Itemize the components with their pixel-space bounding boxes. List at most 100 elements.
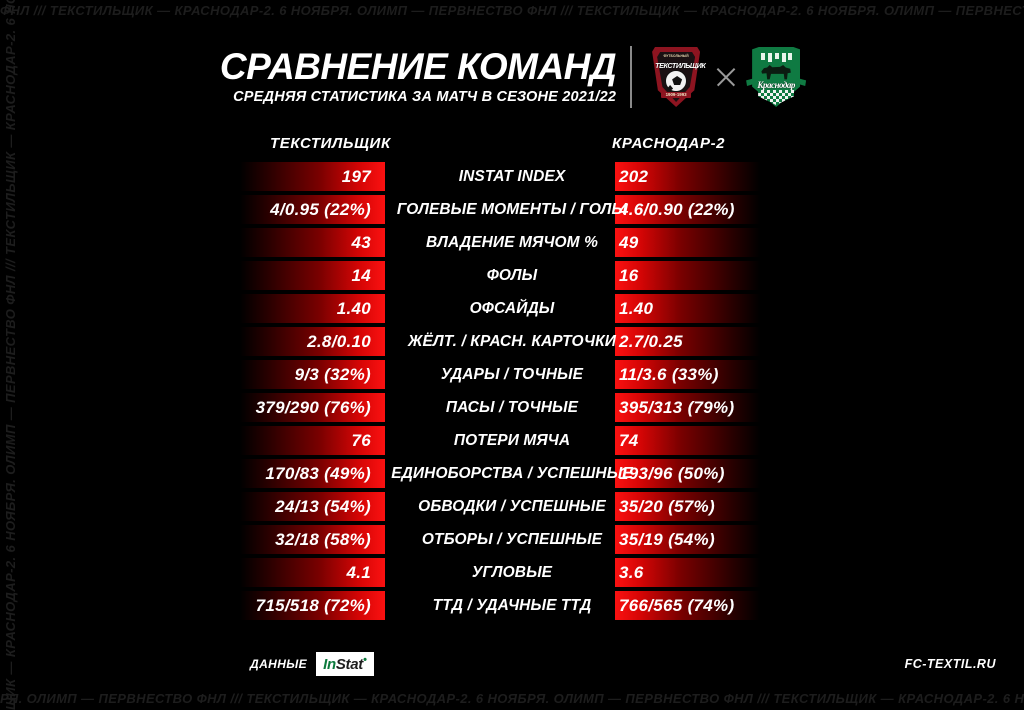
crest-group: ФУТБОЛЬНЫЙ КЛУБ ТЕКСТИЛЬЩИК 1909-1993: [648, 44, 807, 110]
away-stat-bar: [615, 525, 760, 554]
home-stat-bar: [240, 558, 385, 587]
away-stat-bar: [615, 492, 760, 521]
away-stat-value: 35/20 (57%): [619, 497, 715, 516]
stat-label: ВЛАДЕНИЕ МЯЧОМ %: [426, 234, 598, 251]
home-stat-value: 32/18 (58%): [275, 530, 371, 549]
stat-label: УГЛОВЫЕ: [471, 564, 553, 581]
home-stat-bar: [240, 459, 385, 488]
home-crest-icon: ФУТБОЛЬНЫЙ КЛУБ ТЕКСТИЛЬЩИК 1909-1993: [648, 44, 706, 110]
home-stat-value: 24/13 (54%): [275, 497, 371, 516]
home-stat-value: 4/0.95 (22%): [270, 200, 371, 219]
home-crest-arc-text: ФУТБОЛЬНЫЙ КЛУБ: [663, 54, 689, 58]
home-stat-value: 76: [351, 431, 371, 450]
away-stat-value: 35/19 (54%): [619, 530, 715, 549]
versus-x-icon: [713, 64, 739, 90]
instat-logo-stat: Stat: [335, 655, 363, 673]
away-crest-checker: [758, 90, 795, 105]
tower-1: [761, 53, 766, 60]
ticker-left: ЩИК — КРАСНОДАР-2. 6 НОЯБРЯ. ОЛИМП — ПЕР…: [0, 0, 22, 710]
away-stat-bar: [615, 228, 760, 257]
tower-2: [768, 53, 773, 62]
data-source: ДАННЫЕ InStat•: [250, 651, 374, 677]
ticker-bottom: РЯ. ОЛИМП — ПЕРВНЕСТВО ФНЛ /// ТЕКСТИЛЬЩ…: [0, 688, 1024, 710]
away-stat-bar: [615, 195, 760, 224]
away-crest-name: Краснодар: [757, 80, 795, 90]
ticker-top: ФНЛ /// ТЕКСТИЛЬЩИК — КРАСНОДАР-2. 6 НОЯ…: [0, 0, 1024, 22]
home-stat-value: 379/290 (76%): [255, 398, 371, 417]
tower-4: [782, 53, 787, 62]
infographic-stage: СРАВНЕНИЕ КОМАНД СРЕДНЯЯ СТАТИСТИКА ЗА М…: [22, 22, 1002, 688]
home-crest-year: 1909-1993: [665, 92, 687, 97]
away-stat-value: 74: [619, 431, 639, 450]
home-stat-value: 9/3 (32%): [294, 365, 371, 384]
title-divider: [630, 46, 633, 108]
home-stat-value: 43: [351, 233, 371, 252]
away-stat-value: 202: [619, 167, 649, 186]
stat-label: ОТБОРЫ / УСПЕШНЫЕ: [421, 531, 603, 548]
home-stat-value: 197: [341, 167, 371, 186]
away-stat-bar: [615, 261, 760, 290]
instat-logo-dot: •: [362, 653, 367, 666]
home-stat-bar: [240, 195, 385, 224]
home-stat-value: 1.40: [336, 299, 371, 318]
table-row: 1.40 ОФСАЙДЫ 1.40: [22, 294, 1002, 323]
away-stat-bar: [615, 360, 760, 389]
away-stat-bar: [615, 327, 760, 356]
site-url: FC-TEXTIL.RU: [904, 657, 996, 671]
home-stat-value: 170/83 (49%): [265, 464, 371, 483]
home-stat-bar: [240, 492, 385, 521]
stat-label: ЕДИНОБОРСТВА / УСПЕШНЫЕ: [391, 465, 633, 482]
stat-label: ФОЛЫ: [486, 267, 538, 284]
home-stat-bar: [240, 525, 385, 554]
home-stat-value: 2.8/0.10: [307, 332, 371, 351]
ticker-top-text: ФНЛ /// ТЕКСТИЛЬЩИК — КРАСНОДАР-2. 6 НОЯ…: [0, 3, 1024, 18]
stat-label: УДАРЫ / ТОЧНЫЕ: [440, 366, 584, 383]
home-stat-bar: [240, 327, 385, 356]
away-crest-icon: Краснодар: [746, 44, 807, 110]
home-team-label: ТЕКСТИЛЬЩИК: [270, 135, 391, 152]
away-stat-value: 3.6: [619, 563, 644, 582]
home-stat-bar: [240, 162, 385, 191]
tower-5: [788, 53, 793, 60]
ticker-bottom-text: РЯ. ОЛИМП — ПЕРВНЕСТВО ФНЛ /// ТЕКСТИЛЬЩ…: [0, 691, 1024, 706]
ticker-left-text: ЩИК — КРАСНОДАР-2. 6 НОЯБРЯ. ОЛИМП — ПЕР…: [3, 0, 18, 710]
away-stat-bar: [615, 162, 760, 191]
away-stat-value: 16: [619, 266, 639, 285]
table-row: 24/13 (54%) ОБВОДКИ / УСПЕШНЫЕ 35/20 (57%): [22, 492, 1002, 521]
stat-label: ОБВОДКИ / УСПЕШНЫЕ: [418, 498, 606, 515]
ticker-right: ОДАР-2. 6 НОЯБРЯ. ОЛИМП — ПЕРВНЕСТВО ФНЛ…: [1002, 0, 1024, 710]
away-crest-wing-right: [797, 78, 807, 86]
away-stat-value: 395/313 (79%): [619, 398, 735, 417]
home-stat-bar: [240, 426, 385, 455]
home-stat-bar: [240, 591, 385, 620]
home-stat-value: 14: [351, 266, 371, 285]
away-crest-towers: [759, 51, 793, 62]
table-row: 2.8/0.10 ЖЁЛТ. / КРАСН. КАРТОЧКИ 2.7/0.25: [22, 327, 1002, 356]
table-row: 170/83 (49%) ЕДИНОБОРСТВА / УСПЕШНЫЕ 193/9…: [22, 459, 1002, 488]
header: СРАВНЕНИЕ КОМАНД СРЕДНЯЯ СТАТИСТИКА ЗА М…: [22, 44, 1002, 110]
table-row: 197 INSTAT INDEX 202: [22, 162, 1002, 191]
table-row: 9/3 (32%) УДАРЫ / ТОЧНЫЕ 11/3.6 (33%): [22, 360, 1002, 389]
table-row: 76 ПОТЕРИ МЯЧА 74: [22, 426, 1002, 455]
home-stat-bar: [240, 228, 385, 257]
away-stat-value: 49: [619, 233, 639, 252]
away-stat-value: 2.7/0.25: [619, 332, 683, 351]
away-stat-value: 1.40: [619, 299, 654, 318]
away-stat-value: 4.6/0.90 (22%): [619, 200, 735, 219]
stat-label: ОФСАЙДЫ: [469, 300, 555, 317]
home-crest-ribbon: [661, 92, 692, 98]
away-stat-bar: [615, 294, 760, 323]
away-stat-bar: [615, 393, 760, 422]
stat-label: ЖЁЛТ. / КРАСН. КАРТОЧКИ: [408, 333, 616, 350]
table-row: 4.1 УГЛОВЫЕ 3.6: [22, 558, 1002, 587]
away-stat-value: 11/3.6 (33%): [619, 365, 719, 384]
away-stat-bar: [615, 558, 760, 587]
title-block: СРАВНЕНИЕ КОМАНД СРЕДНЯЯ СТАТИСТИКА ЗА М…: [220, 48, 630, 106]
away-crest-wing-left: [746, 78, 756, 86]
home-crest-name: ТЕКСТИЛЬЩИК: [655, 61, 706, 70]
away-stat-bar: [615, 591, 760, 620]
away-stat-value: 193/96 (50%): [619, 464, 725, 483]
away-team-label: КРАСНОДАР-2: [612, 135, 726, 152]
away-stat-value: 766/565 (74%): [619, 596, 735, 615]
page-subtitle: СРЕДНЯЯ СТАТИСТИКА ЗА МАТЧ В СЕЗОНЕ 2021…: [233, 89, 617, 106]
